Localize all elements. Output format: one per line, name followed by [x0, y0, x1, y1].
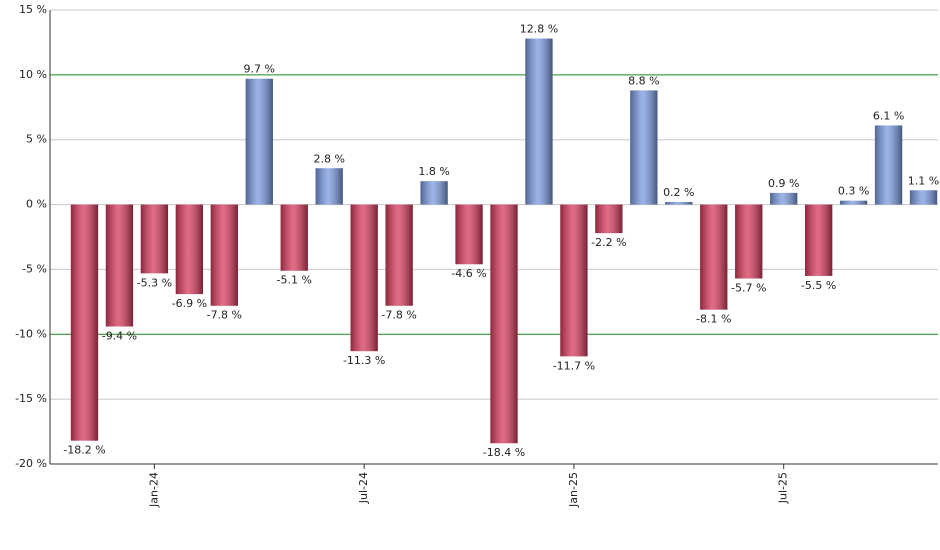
value-label: 6.1 % [873, 109, 904, 122]
value-label: 1.1 % [908, 174, 939, 187]
bar-shade [874, 125, 903, 205]
y-tick-label: -15 % [15, 392, 47, 405]
y-tick-label: -20 % [15, 457, 47, 470]
y-tick-label: 0 % [26, 198, 47, 211]
value-label: 12.8 % [520, 23, 558, 36]
value-label: -8.1 % [696, 313, 731, 326]
bar-shade [909, 190, 938, 205]
value-label: 0.9 % [768, 177, 799, 190]
bar-shade [630, 90, 658, 205]
value-label: -9.4 % [102, 330, 137, 343]
bar-shade [420, 181, 448, 205]
value-label: 8.8 % [628, 74, 659, 87]
value-label: 9.7 % [244, 63, 275, 76]
value-label: -7.8 % [381, 309, 416, 322]
value-label: -18.4 % [483, 446, 525, 459]
bar-shade [175, 204, 203, 295]
bar-shade [385, 204, 413, 306]
x-tick-label: Jul-24 [357, 472, 370, 504]
value-label: -4.6 % [451, 267, 486, 280]
bar-shade [70, 204, 99, 441]
bar-shade [560, 204, 588, 357]
bar-shade [805, 204, 833, 276]
value-label: 0.3 % [838, 185, 869, 198]
value-label: -5.7 % [731, 282, 766, 295]
bar-shade [839, 200, 868, 205]
value-label: -11.7 % [553, 359, 595, 372]
bar-shade [595, 204, 623, 234]
value-label: 2.8 % [313, 152, 344, 165]
bar-shade [455, 204, 483, 265]
bar-shade [350, 204, 378, 352]
value-label: -2.2 % [591, 236, 626, 249]
bar-shade [245, 78, 273, 205]
bar-shade [525, 38, 553, 205]
value-label: 0.2 % [663, 186, 694, 199]
value-label: -11.3 % [343, 354, 385, 367]
value-label: -7.8 % [207, 309, 242, 322]
bar-shade [490, 204, 518, 444]
bar-shade [105, 204, 134, 327]
value-label: 1.8 % [418, 165, 449, 178]
y-tick-label: -5 % [22, 262, 47, 275]
y-tick-label: 5 % [26, 133, 47, 146]
bar-shade [210, 204, 238, 306]
y-tick-label: 10 % [19, 68, 47, 81]
bar-shade [140, 204, 169, 274]
bar-shade [280, 204, 308, 271]
value-label: -6.9 % [172, 297, 207, 310]
value-label: -5.5 % [801, 279, 836, 292]
value-label: -18.2 % [63, 444, 105, 457]
bar-shade [315, 168, 343, 205]
bar-shade [770, 192, 798, 205]
value-label: -5.1 % [277, 274, 312, 287]
x-tick-label: Jan-24 [147, 472, 160, 508]
x-tick-label: Jan-25 [567, 472, 580, 508]
y-tick-label: -10 % [15, 327, 47, 340]
value-label: -5.3 % [137, 276, 172, 289]
bar-shade [665, 201, 693, 205]
y-tick-label: 15 % [19, 3, 47, 16]
x-tick-label: Jul-25 [777, 472, 790, 504]
bar-shade [700, 204, 728, 310]
bar-shade [735, 204, 763, 279]
